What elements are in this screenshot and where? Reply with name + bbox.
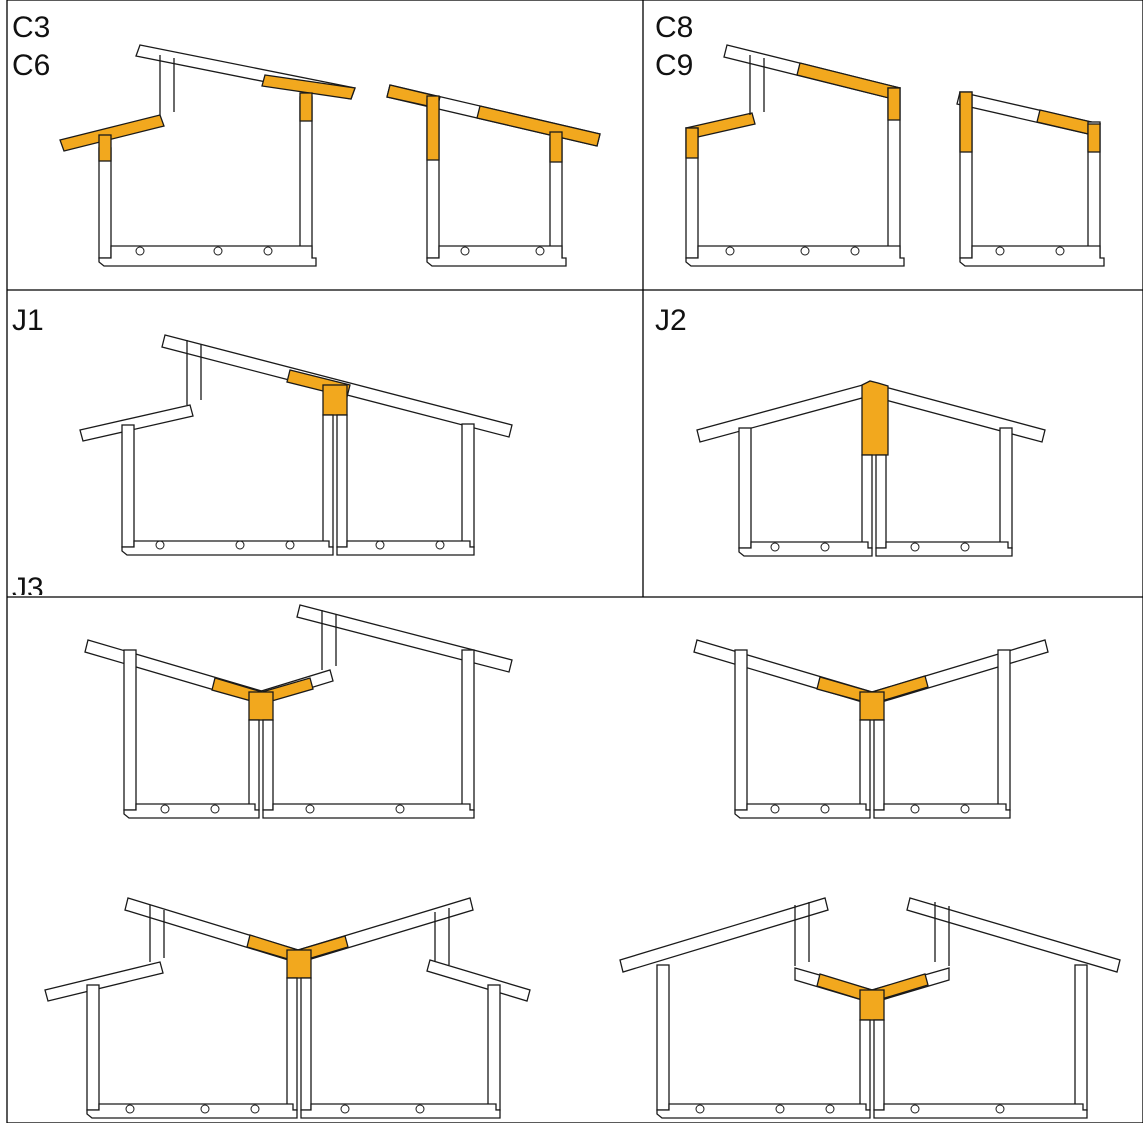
panel-label-c6: C6 — [12, 49, 51, 82]
panel-label-c9: C9 — [655, 49, 694, 82]
j3-diagram-2 — [693, 639, 1049, 819]
panel-grid — [6, 0, 1143, 1123]
j3-diagram-3 — [44, 897, 531, 1119]
j3-diagram-4 — [619, 897, 1121, 1119]
panel-label-c3: C3 — [12, 11, 51, 44]
c3-c6-diagram-left — [59, 44, 356, 267]
panel-label-j1: J1 — [12, 304, 44, 337]
c8-c9-diagram-right — [956, 91, 1105, 267]
j3-diagram-1 — [84, 604, 513, 819]
detail-marks — [125, 246, 1065, 1114]
panel-label-j2: J2 — [655, 304, 687, 337]
j2-diagram — [696, 380, 1046, 557]
panel-label-j3: J3 — [12, 573, 44, 595]
panel-label-c8: C8 — [655, 11, 694, 44]
c3-c6-diagram-right — [386, 84, 601, 267]
c8-c9-diagram-left — [685, 44, 905, 267]
j1-diagram — [79, 334, 513, 556]
